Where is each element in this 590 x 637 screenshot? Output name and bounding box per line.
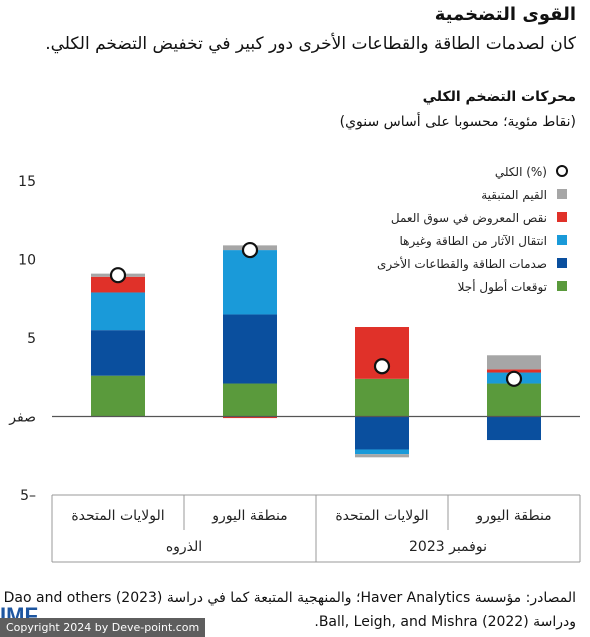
bar-segment: [223, 416, 277, 419]
chart-subtitle: (نقاط مئوية؛ محسوبا على أساس سنوي): [339, 114, 576, 130]
bar-segment: [355, 454, 409, 458]
page-subtitle: كان لصدمات الطاقة والقطاعات الأخرى دور ك…: [45, 34, 576, 54]
y-tick-label: صفر: [8, 410, 36, 426]
x-tick-label: الولايات المتحدة: [335, 508, 428, 524]
legend-swatch: [557, 189, 567, 199]
bar-segment: [91, 276, 145, 293]
stacked-bar-chart: 15 10 5 صفر 5– الكلي (%) القيم المتبقية نقص الم…: [8, 165, 581, 563]
bar-segment: [91, 375, 145, 417]
copyright-bar: Copyright 2024 by Deve-point.com: [0, 618, 206, 637]
bar-segment: [91, 330, 145, 376]
x-tick-label: منطقة اليورو: [211, 508, 287, 524]
y-tick-label: 5: [27, 331, 36, 347]
bar-segment: [223, 383, 277, 417]
total-marker: [109, 267, 127, 284]
legend-label: توقعات أطول أجلا: [458, 279, 547, 295]
bar-segment: [91, 292, 145, 331]
y-tick-label: 5–: [20, 488, 36, 504]
legend-label: صدمات الطاقة والقطاعات الأخرى: [377, 256, 547, 272]
legend-marker: [556, 165, 568, 177]
legend-label: انتقال الآثار من الطاقة وغيرها: [400, 234, 548, 249]
bar-segment: [355, 378, 409, 417]
x-tick-label: الولايات المتحدة: [71, 508, 164, 524]
bar-segment: [487, 383, 541, 417]
group-label: نوفمبر 2023: [409, 539, 487, 555]
legend-label: القيم المتبقية: [481, 188, 547, 202]
bar-segment: [355, 416, 409, 450]
bar-segment: [223, 314, 277, 384]
y-tick-label: 10: [18, 253, 36, 269]
total-marker: [505, 370, 523, 387]
x-tick-label: منطقة اليورو: [475, 508, 551, 524]
group-label: الذروه: [166, 539, 202, 555]
legend-label: الكلي (%): [495, 165, 547, 179]
page-title: القوى التضخمية: [434, 4, 576, 25]
total-marker: [373, 358, 391, 375]
source-note: المصادر: مؤسسة Haver Analytics؛ والمنهجي…: [3, 590, 576, 630]
legend-swatch: [557, 281, 567, 291]
bar-segment: [355, 449, 409, 455]
legend-swatch: [557, 235, 567, 245]
bar-segment: [223, 250, 277, 315]
bar-segment: [487, 416, 541, 441]
legend-label: نقص المعروض في سوق العمل: [391, 211, 547, 226]
legend-swatch: [557, 258, 567, 268]
bar-segment: [487, 355, 541, 370]
legend-swatch: [557, 212, 567, 222]
y-tick-label: 15: [18, 174, 36, 190]
total-marker: [241, 241, 259, 259]
chart-title: محركات التضخم الكلي: [422, 89, 576, 105]
